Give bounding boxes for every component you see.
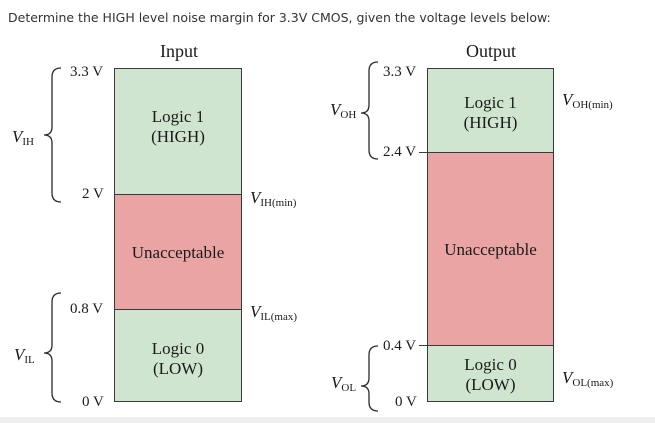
output-level-0v4: 0.4 V bbox=[383, 338, 417, 354]
output-unacceptable-label: Unacceptable bbox=[444, 240, 537, 259]
input-logic0-region bbox=[114, 310, 242, 402]
input-logic1-label: Logic 1 (HIGH) bbox=[151, 107, 205, 146]
output-boundary-line bbox=[427, 152, 554, 153]
output-level-tick bbox=[419, 345, 427, 346]
input-unacceptable-label: Unacceptable bbox=[131, 243, 225, 262]
output-vol-label: VOL bbox=[331, 373, 357, 394]
output-voh-label: VOH bbox=[330, 100, 357, 121]
output-level-3v3: 3.3 V bbox=[383, 64, 417, 80]
input-vil-max-label: VIL(max) bbox=[250, 302, 298, 323]
input-boundary-line bbox=[114, 194, 242, 195]
input-logic1-region bbox=[114, 68, 242, 195]
output-logic1-label: Logic 1 (HIGH) bbox=[463, 93, 518, 132]
output-boundary-line bbox=[427, 345, 554, 346]
output-level-0v: 0 V bbox=[395, 394, 417, 410]
input-level-0v: 0 V bbox=[82, 394, 104, 410]
page-bottom-strip bbox=[0, 417, 655, 423]
input-unacceptable-region bbox=[114, 195, 242, 310]
output-logic0-region bbox=[427, 346, 554, 402]
output-logic0-label: Logic 0 (LOW) bbox=[464, 355, 517, 394]
question-text: Determine the HIGH level noise margin fo… bbox=[8, 10, 551, 25]
output-unacceptable-region bbox=[427, 153, 554, 346]
input-vih-min-label: VIH(min) bbox=[250, 188, 297, 209]
input-heading: Input bbox=[160, 41, 198, 61]
input-level-2v: 2 V bbox=[82, 186, 104, 202]
output-level-2v4: 2.4 V bbox=[383, 144, 417, 160]
input-boundary-line bbox=[114, 309, 242, 310]
input-logic0-label: Logic 0 (LOW) bbox=[151, 339, 205, 378]
input-level-0v8: 0.8 V bbox=[70, 301, 104, 317]
output-voh-min-label: VOH(min) bbox=[562, 90, 613, 111]
output-logic1-region bbox=[427, 68, 554, 153]
input-vil-label: VIL bbox=[14, 345, 35, 366]
input-level-3v3: 3.3 V bbox=[70, 64, 104, 80]
output-vol-brace bbox=[360, 345, 379, 412]
output-voh-brace bbox=[360, 61, 379, 160]
input-vih-label: VIH bbox=[12, 127, 34, 148]
output-vol-max-label: VOL(max) bbox=[562, 368, 614, 389]
output-level-tick bbox=[419, 152, 427, 153]
output-heading: Output bbox=[466, 41, 517, 61]
input-vil-brace bbox=[43, 292, 62, 403]
input-vih-brace bbox=[43, 67, 62, 203]
